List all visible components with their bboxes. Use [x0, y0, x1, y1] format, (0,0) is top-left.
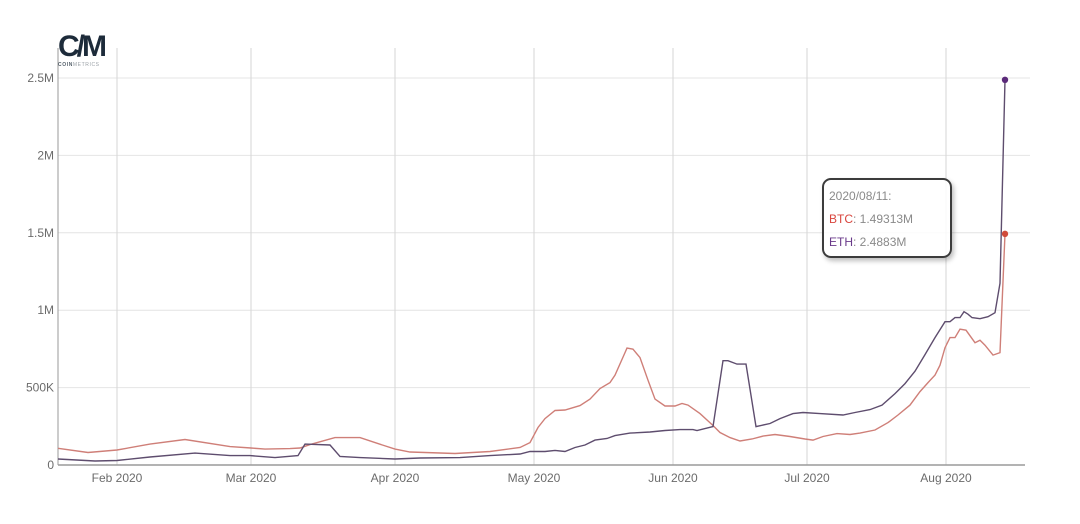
- btc-endpoint-marker[interactable]: [1001, 230, 1009, 238]
- x-tick-label: May 2020: [508, 471, 561, 485]
- y-tick-label: 500K: [26, 381, 54, 395]
- y-tick-label: 2.5M: [27, 71, 54, 85]
- x-tick-label: Jun 2020: [648, 471, 698, 485]
- tooltip-btc-label: BTC: [829, 212, 853, 226]
- tooltip-btc-value: : 1.49313M: [853, 212, 914, 226]
- tooltip-eth-value: : 2.4883M: [853, 235, 907, 249]
- tooltip-eth-row: ETH: 2.4883M: [829, 231, 950, 254]
- x-tick-label: Jul 2020: [784, 471, 830, 485]
- logo-wordmark-rest: METRICS: [72, 62, 100, 68]
- y-tick-label: 0: [47, 458, 54, 472]
- eth-endpoint-marker[interactable]: [1001, 76, 1009, 84]
- y-axis-ticks: 0 500K 1M 1.5M 2M 2.5M: [26, 71, 54, 472]
- tooltip-eth-label: ETH: [829, 235, 853, 249]
- y-tick-label: 2M: [37, 148, 54, 162]
- logo-wordmark: COINMETRICS: [58, 62, 114, 68]
- vertical-gridlines: [116, 48, 947, 465]
- axes: [57, 48, 1025, 466]
- btc-series-line[interactable]: [57, 233, 1006, 455]
- eth-series-line[interactable]: [57, 79, 1006, 462]
- tooltip-date: 2020/08/11:: [829, 189, 892, 203]
- x-tick-label: Feb 2020: [92, 471, 143, 485]
- y-tick-label: 1M: [37, 303, 54, 317]
- x-tick-label: Mar 2020: [226, 471, 277, 485]
- tooltip-btc-row: BTC: 1.49313M: [829, 208, 950, 231]
- x-tick-label: Apr 2020: [371, 471, 420, 485]
- coinmetrics-logo: C/M COINMETRICS: [58, 30, 114, 69]
- logo-mark: C/M: [58, 30, 107, 63]
- data-tooltip: 2020/08/11: BTC: 1.49313M ETH: 2.4883M: [822, 178, 952, 258]
- x-axis-ticks: Feb 2020 Mar 2020 Apr 2020 May 2020 Jun 2020…: [92, 471, 972, 485]
- y-tick-label: 1.5M: [27, 226, 54, 240]
- logo-wordmark-bold: COIN: [58, 62, 73, 68]
- x-tick-label: Aug 2020: [920, 471, 972, 485]
- horizontal-gridlines: [58, 77, 1030, 389]
